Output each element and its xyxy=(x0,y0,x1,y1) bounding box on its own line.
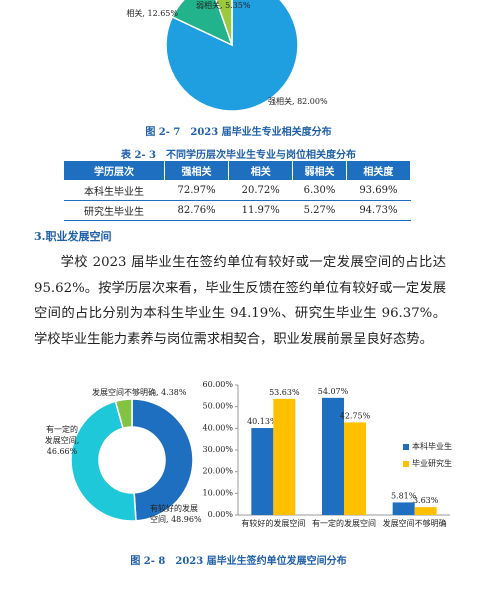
slice-label: 强相关, 82.00% xyxy=(268,96,328,106)
bar xyxy=(414,507,437,515)
table-cell: 本科生毕业生 xyxy=(63,180,165,201)
table-header-cell: 弱相关 xyxy=(292,160,347,181)
slice xyxy=(70,400,137,522)
slice xyxy=(114,398,133,430)
slice-label: 弱相关, 5.35% xyxy=(196,0,251,10)
x-tick-label: 有较好的发展空间 xyxy=(241,518,305,528)
table-row: 研究生毕业生 82.76% 11.97% 5.27% 94.73% xyxy=(63,200,411,221)
y-tick-label: 20.00% xyxy=(202,467,233,476)
table-header-cell: 相关度 xyxy=(345,160,412,181)
bar xyxy=(322,397,344,515)
slice-label: 46.66% xyxy=(47,447,78,456)
slice-label: 有较好的发展 xyxy=(150,503,198,513)
table-cell: 94.73% xyxy=(346,200,411,221)
slice xyxy=(131,398,194,522)
slice-label: 发展空间, xyxy=(45,435,80,445)
table-cell: 72.97% xyxy=(164,180,229,201)
x-tick-label: 有一定的发展空间 xyxy=(312,518,376,528)
table-cell: 20.72% xyxy=(228,180,293,201)
table-cell: 11.97% xyxy=(228,200,293,221)
bar-label: 42.75% xyxy=(340,411,371,420)
bar xyxy=(344,422,366,515)
y-tick-label: 30.00% xyxy=(202,445,233,454)
bar-label: 54.07% xyxy=(318,387,349,396)
slice-label: 有一定的 xyxy=(46,424,78,434)
slice-label: 发展空间不够明确, 4.38% xyxy=(92,387,187,397)
paragraph: 学校 2023 届毕业生在签约单位有较好或一定发展空间的占比达 95.62%。按… xyxy=(34,255,446,347)
y-tick-label: 60.00% xyxy=(202,380,233,389)
legend-label: 本科毕业生 xyxy=(412,441,452,451)
bar-label: 53.63% xyxy=(269,388,300,397)
slice xyxy=(215,0,233,46)
table-header-cell: 相关 xyxy=(228,160,294,181)
bar xyxy=(392,502,415,515)
slice xyxy=(171,0,234,47)
y-tick-label: 0.00% xyxy=(208,510,234,519)
bar-label: 40.13% xyxy=(247,417,278,426)
table-header-cell: 学历层次 xyxy=(63,160,165,181)
legend-swatch xyxy=(403,444,409,450)
figure-caption: 图 2- 7 2023 届毕业生专业相关度分布 xyxy=(145,127,332,138)
y-tick-label: 10.00% xyxy=(202,488,233,497)
figure-caption: 图 2- 8 2023 届毕业生签约单位发展空间分布 xyxy=(130,556,347,567)
table-cell: 93.69% xyxy=(346,180,411,201)
table-caption: 表 2- 3 不同学历层次毕业生专业与岗位相关度分布 xyxy=(120,150,357,161)
legend-label: 毕业研究生 xyxy=(412,458,452,468)
slice-label: 空间, 48.96% xyxy=(150,514,202,524)
bar-label: 3.63% xyxy=(413,496,439,505)
table-row: 本科生毕业生 72.97% 20.72% 6.30% 93.69% xyxy=(63,180,411,201)
bar xyxy=(273,398,296,515)
x-tick-label: 发展空间不够明确 xyxy=(383,518,447,528)
bar xyxy=(251,428,274,515)
y-tick-label: 50.00% xyxy=(202,402,233,411)
table-cell: 6.30% xyxy=(292,180,347,201)
table-cell: 研究生毕业生 xyxy=(63,200,165,221)
table: 学历层次 强相关 相关 弱相关 相关度 本科生毕业生 72.97% 20.72% 6.30% 93… xyxy=(63,160,412,221)
slice xyxy=(165,0,299,112)
table-cell: 82.76% xyxy=(164,200,229,221)
y-tick-label: 40.00% xyxy=(202,423,233,432)
table-header-cell: 强相关 xyxy=(163,160,230,181)
section-heading: 3.职业发展空间 xyxy=(34,230,112,243)
legend-swatch xyxy=(403,461,409,467)
slice-label: 相关, 12.65% xyxy=(126,8,178,18)
table-cell: 5.27% xyxy=(292,200,347,221)
bar-label: 5.81% xyxy=(391,491,417,500)
